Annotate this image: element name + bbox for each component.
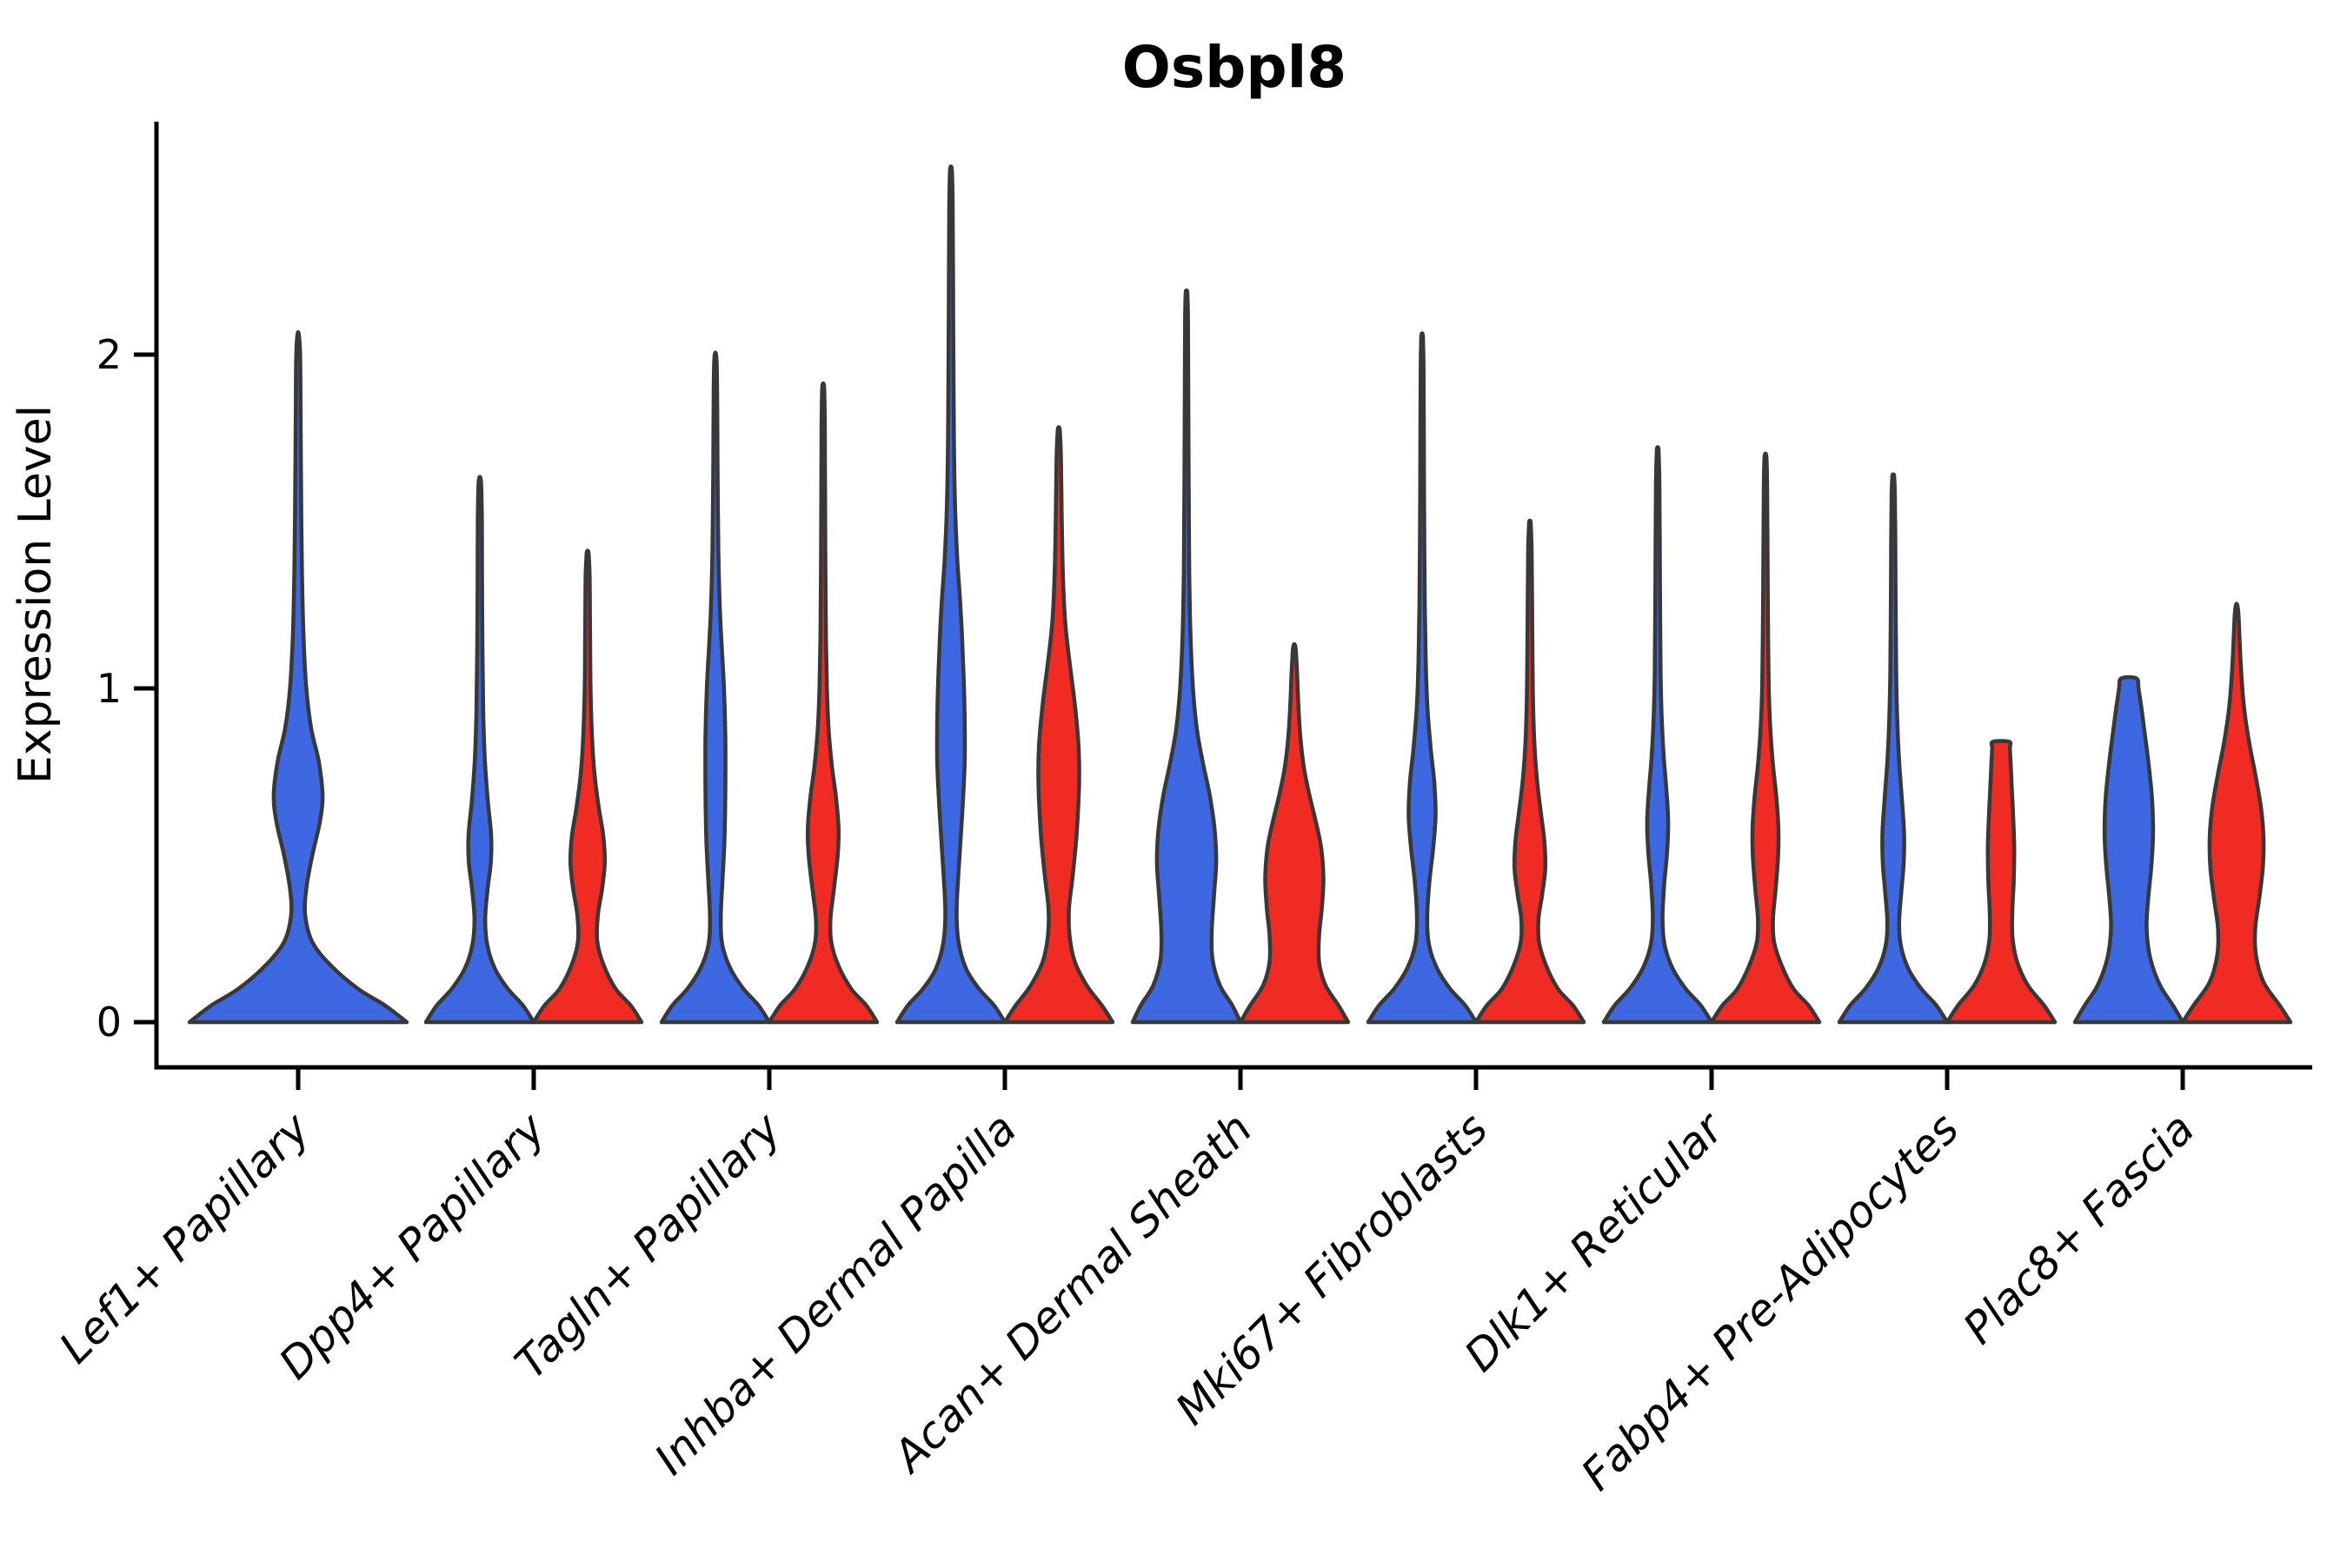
plot-title: Osbpl8 xyxy=(1122,34,1346,101)
violin-dpp4-blue xyxy=(423,475,536,1025)
violin-tagln-blue xyxy=(659,350,772,1025)
x-tick-label: Lef1+ Papillary xyxy=(50,1102,320,1372)
violins-layer xyxy=(187,164,2293,1025)
violin-inhba-red xyxy=(1002,425,1115,1025)
violin-fabp4-blue xyxy=(1837,472,1950,1025)
y-tick-label: 1 xyxy=(96,665,122,712)
violin-plac8-blue xyxy=(2072,674,2185,1025)
x-tick-label: Dlk1+ Reticular xyxy=(1455,1101,1735,1381)
y-tick-label: 2 xyxy=(96,331,122,378)
violin-dlk1-red xyxy=(1709,451,1822,1025)
violin-tagln-red xyxy=(767,381,880,1025)
violin-plac8-red xyxy=(2180,601,2293,1025)
y-axis-label: Expression Level xyxy=(10,405,62,784)
violin-dlk1-blue xyxy=(1601,445,1714,1025)
violin-lef1-blue xyxy=(187,329,409,1025)
x-tick-label: Plac8+ Fascia xyxy=(1954,1103,2204,1353)
violin-acan-blue xyxy=(1130,288,1243,1025)
violin-dpp4-red xyxy=(531,548,644,1025)
violin-acan-red xyxy=(1238,641,1351,1025)
violin-inhba-blue xyxy=(894,164,1007,1025)
violin-mki67-red xyxy=(1473,518,1586,1025)
y-tick-label: 0 xyxy=(96,999,122,1046)
violin-mki67-blue xyxy=(1366,331,1479,1025)
x-tick-label: Fabp4+ Pre-Adipocytes xyxy=(1572,1103,1969,1500)
violin-fabp4-red xyxy=(1945,739,2058,1025)
